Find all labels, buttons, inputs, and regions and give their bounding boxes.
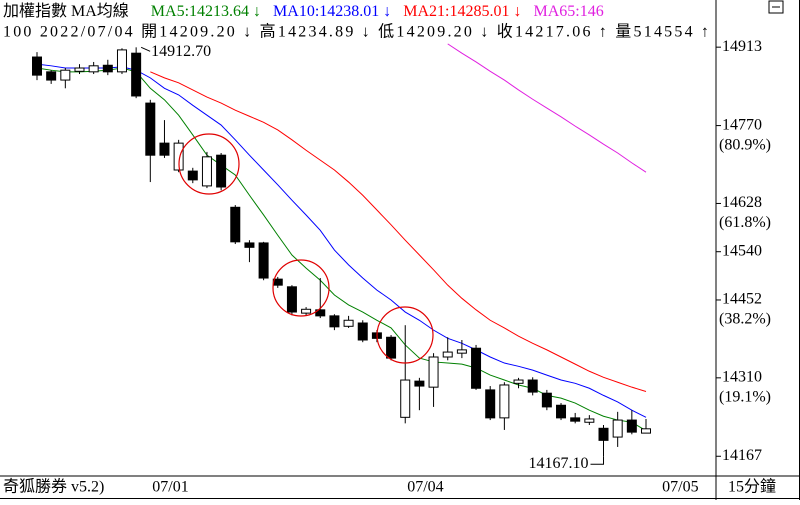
candle-body	[598, 427, 609, 441]
indicator-legend: 加權指數 MA均線 MA5:14213.64 ↓ MA10:14238.01 ↓ MA…	[3, 2, 604, 20]
candle-body	[414, 380, 425, 387]
candle-body	[159, 142, 170, 156]
candle-body	[556, 404, 567, 419]
y-tick-label: 14310	[722, 369, 762, 386]
annotation-label: 14167.10	[529, 455, 589, 472]
chart-title: 加權指數 MA均線	[3, 2, 129, 20]
annotation-leader	[590, 456, 605, 465]
candle-body	[471, 347, 482, 389]
retracement-label: (38.2%)	[719, 311, 771, 328]
candle-body	[527, 379, 538, 393]
candle-body	[201, 156, 212, 187]
candle-body	[301, 308, 312, 314]
retracement-label: (80.9%)	[719, 136, 771, 153]
candle-body	[258, 242, 269, 279]
y-tick-label: 14628	[722, 194, 762, 211]
y-tick-label: 14913	[722, 38, 762, 55]
y-tick-label: 14167	[722, 447, 762, 464]
x-tick-label: 07/04	[407, 479, 443, 496]
candle-body	[343, 319, 354, 327]
candle-body	[442, 351, 453, 358]
candle-body	[485, 389, 496, 419]
y-tick-label: 14540	[722, 242, 762, 259]
quote-line: 100 2022/07/04 開14209.20 ↓ 高14234.89 ↓ 低…	[3, 23, 709, 41]
candles	[32, 47, 651, 457]
retracement-label: (19.1%)	[719, 389, 771, 406]
x-tick-label: 07/01	[152, 479, 188, 496]
candle-body	[570, 417, 581, 422]
candle-body	[46, 71, 57, 81]
x-tick-label: 07/05	[662, 479, 698, 496]
candle-body	[428, 356, 439, 388]
candle-body	[60, 69, 71, 81]
candle-body	[131, 52, 142, 97]
candle-body	[499, 384, 510, 419]
y-tick-label: 14452	[722, 291, 762, 308]
candle-body	[244, 242, 255, 248]
candle-body	[173, 142, 184, 171]
legend-entry: MA21:14285.01 ↓	[403, 3, 521, 20]
annotation-label: 14912.70	[151, 43, 211, 60]
candle-body	[32, 56, 42, 76]
highlight-circle	[178, 133, 240, 195]
highlight-circle	[272, 259, 330, 317]
candle-body	[230, 206, 241, 243]
candle-body	[641, 428, 651, 434]
candle-body	[386, 336, 397, 359]
candle-body	[513, 379, 524, 384]
y-tick-label: 14770	[722, 116, 762, 133]
plot-area: 14912.70 14167.10 加權指數 MA均線 MA5:14213.64 ↓…	[3, 2, 709, 472]
candle-body	[584, 418, 595, 423]
candle-body	[216, 154, 227, 188]
period-label: 15分鐘	[728, 478, 776, 496]
annotations: 14912.70 14167.10	[140, 43, 605, 472]
candle-body	[102, 64, 113, 73]
legend-entry: MA65:146	[534, 3, 604, 20]
legend-entry: MA5:14213.64 ↓	[151, 3, 261, 20]
candle-body	[541, 392, 552, 408]
candle-body	[88, 65, 99, 73]
ma-line	[150, 71, 647, 393]
annotation-leader	[140, 46, 151, 52]
candle-body	[612, 419, 623, 438]
retracement-label: (61.8%)	[719, 214, 771, 231]
candle-body	[626, 419, 637, 433]
candle-body	[286, 286, 297, 313]
axes: 14913 14770 14628 14540 14452 14310 14167 (80.9…	[152, 38, 771, 496]
candle-body	[74, 67, 85, 72]
candle-body	[357, 322, 368, 341]
candle-body	[456, 349, 467, 354]
highlight-circle	[376, 306, 434, 364]
candle-body	[145, 102, 156, 156]
ma-line	[447, 43, 647, 173]
candle-body	[187, 170, 198, 181]
candle-body	[116, 49, 127, 73]
software-label: 奇狐勝券 v5.2)	[3, 478, 104, 496]
candle-body	[329, 315, 340, 328]
candle-body	[315, 309, 326, 317]
legend-entry: MA10:14238.01 ↓	[273, 3, 391, 20]
candle-body	[400, 379, 411, 418]
